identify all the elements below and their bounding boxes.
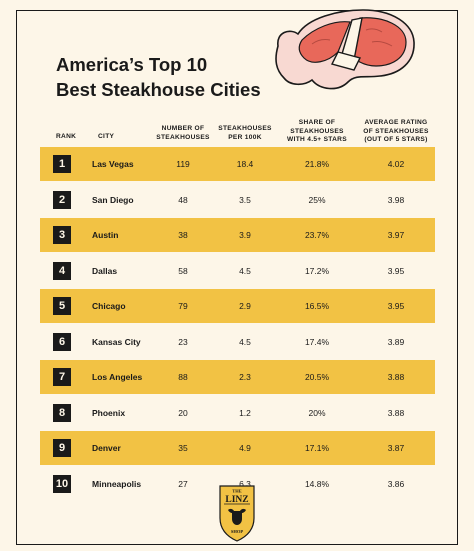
- city-name: San Diego: [92, 194, 134, 205]
- cell-count: 79: [178, 301, 188, 311]
- city-name: Phoenix: [92, 407, 126, 418]
- city-name: Las Vegas: [92, 159, 134, 169]
- header-count: NUMBER OF STEAKHOUSES: [152, 125, 214, 142]
- header-share: SHARE OF STEAKHOUSES WITH 4.5+ STARS: [280, 119, 354, 145]
- cell-count: 88: [178, 372, 188, 382]
- table-row: 4 Dallas 58 4.5 17.2% 3.95: [40, 254, 435, 288]
- logo-name-text: LINZ: [225, 495, 248, 505]
- cell-share: 17.2%: [304, 265, 330, 276]
- cell-per100k: 6.3: [239, 478, 251, 489]
- rank-badge: 7: [53, 368, 71, 386]
- logo-top-text: THE: [232, 489, 242, 494]
- cell-rating: 3.87: [387, 443, 405, 453]
- cell-per100k: 2.9: [239, 301, 251, 311]
- cell-rating: 4.02: [387, 159, 405, 169]
- table-row: 3 Austin 38 3.9 23.7% 3.97: [40, 218, 435, 252]
- cell-count: 58: [178, 265, 188, 276]
- table-row: 7 Los Angeles 88 2.3 20.5% 3.88: [40, 360, 435, 394]
- cell-count: 23: [178, 336, 188, 347]
- header-share-line-3: WITH 4.5+ STARS: [287, 136, 347, 143]
- rank-badge: 6: [53, 332, 71, 351]
- table-row: 8 Phoenix 20 1.2 20% 3.88: [40, 396, 435, 430]
- cell-count: 20: [178, 407, 188, 418]
- cell-rating: 3.97: [387, 230, 405, 240]
- city-name: Chicago: [92, 301, 126, 311]
- cell-count: 119: [176, 159, 190, 169]
- header-share-line-1: SHARE OF: [298, 119, 336, 126]
- cell-rating: 3.98: [387, 194, 405, 205]
- city-name: Dallas: [92, 265, 118, 276]
- rank-badge: 2: [53, 190, 71, 209]
- t-bone-steak-icon: [275, 9, 415, 90]
- rank-badge: 5: [53, 297, 71, 315]
- header-per100k-line-1: STEAKHOUSES: [218, 125, 272, 132]
- table-row: 10 Minneapolis 27 6.3 14.8% 3.86: [40, 467, 435, 501]
- steer-head-shield-logo: THE LINZ SHOP: [219, 485, 255, 542]
- header-city: CITY: [98, 133, 114, 142]
- cell-rating: 3.88: [387, 407, 405, 418]
- title-line-1: America’s Top 10: [56, 54, 208, 75]
- cell-count: 38: [178, 230, 188, 240]
- cell-count: 35: [178, 443, 188, 453]
- table-row: 2 San Diego 48 3.5 25% 3.98: [40, 183, 435, 217]
- cell-per100k: 3.5: [239, 194, 251, 205]
- cell-rating: 3.95: [387, 301, 405, 311]
- cell-share: 17.1%: [304, 443, 330, 453]
- cell-count: 48: [178, 194, 188, 205]
- cell-rating: 3.95: [387, 265, 405, 276]
- city-name: Denver: [92, 443, 121, 453]
- rank-badge: 9: [53, 439, 71, 457]
- header-per100k: STEAKHOUSES PER 100K: [214, 125, 276, 142]
- header-rating: AVERAGE RATING OF STEAKHOUSES (OUT OF 5 …: [356, 119, 436, 145]
- cell-rating: 3.89: [387, 336, 405, 347]
- cell-rating: 3.86: [387, 478, 405, 489]
- cell-share: 23.7%: [304, 230, 330, 240]
- header-city-line: CITY: [98, 133, 115, 140]
- cell-share: 17.4%: [304, 336, 330, 347]
- cell-per100k: 4.5: [239, 336, 251, 347]
- rank-badge: 4: [53, 261, 71, 280]
- cell-share: 25%: [308, 194, 326, 205]
- cell-per100k: 18.4: [236, 159, 254, 169]
- cell-share: 20.5%: [304, 372, 330, 382]
- header-rank: RANK: [56, 133, 76, 142]
- cell-per100k: 1.2: [239, 407, 251, 418]
- table-row: 9 Denver 35 4.9 17.1% 3.87: [40, 431, 435, 465]
- rank-badge: 3: [53, 226, 71, 244]
- rank-badge: 8: [53, 403, 71, 422]
- cell-per100k: 4.5: [239, 265, 251, 276]
- header-rating-line-2: OF STEAKHOUSES: [363, 127, 429, 135]
- header-count-line-2: STEAKHOUSES: [156, 133, 210, 141]
- header-share-line-2: STEAKHOUSES: [290, 127, 344, 135]
- cell-per100k: 3.9: [239, 230, 251, 240]
- cell-share: 16.5%: [304, 301, 330, 311]
- cell-per100k: 4.9: [239, 443, 251, 453]
- city-name: Los Angeles: [92, 372, 143, 382]
- cell-share: 20%: [308, 407, 326, 418]
- city-name: Austin: [92, 230, 119, 240]
- cell-rating: 3.88: [387, 372, 405, 382]
- header-rating-line-1: AVERAGE RATING: [364, 119, 428, 126]
- header-count-line-1: NUMBER OF: [161, 125, 205, 132]
- cell-per100k: 2.3: [239, 372, 251, 382]
- header-per100k-line-2: PER 100K: [228, 133, 262, 141]
- frame-border: [16, 10, 458, 545]
- city-name: Kansas City: [92, 336, 141, 347]
- rank-badge: 10: [53, 474, 71, 493]
- rank-badge: 1: [53, 155, 71, 173]
- header-rating-line-3: (OUT OF 5 STARS): [364, 136, 428, 143]
- chart-title: America’s Top 10 Best Steakhouse Cities: [56, 52, 261, 102]
- table-row: 5 Chicago 79 2.9 16.5% 3.95: [40, 289, 435, 323]
- title-line-2: Best Steakhouse Cities: [56, 79, 261, 100]
- table-row: 1 Las Vegas 119 18.4 21.8% 4.02: [40, 147, 435, 181]
- cell-share: 14.8%: [304, 478, 330, 489]
- cell-share: 21.8%: [304, 159, 330, 169]
- logo-bottom-text: SHOP: [231, 529, 244, 534]
- city-name: Minneapolis: [92, 478, 142, 489]
- header-rank-line: RANK: [56, 133, 77, 140]
- cell-count: 27: [178, 478, 188, 489]
- table-row: 6 Kansas City 23 4.5 17.4% 3.89: [40, 325, 435, 359]
